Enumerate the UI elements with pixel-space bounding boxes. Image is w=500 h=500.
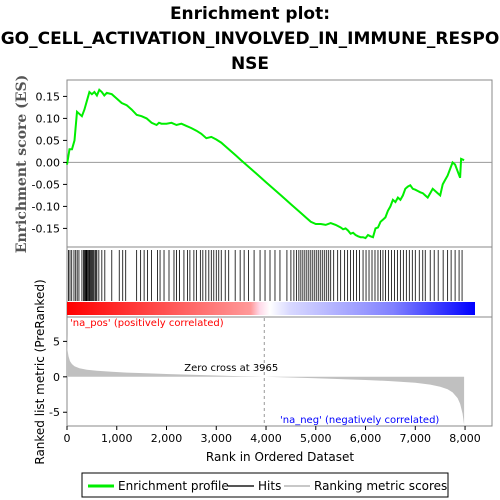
zero-cross-label: Zero cross at 3965 bbox=[184, 363, 278, 374]
legend-label-hits: Hits bbox=[258, 479, 281, 493]
x-tick-label: 4,000 bbox=[250, 432, 282, 445]
metric-y-tick-label: 5 bbox=[53, 335, 60, 348]
enrichment-profile-line bbox=[66, 88, 465, 240]
legend: Enrichment profile Hits Ranking metric s… bbox=[81, 472, 449, 498]
metric-y-ticks: -5 0 5 bbox=[49, 335, 67, 419]
legend-label-metric: Ranking metric scores bbox=[314, 479, 447, 493]
x-tick-label: 5,000 bbox=[300, 432, 332, 445]
es-y-ticks: -0.15 -0.10 -0.05 0.00 0.05 0.10 0.15 bbox=[32, 90, 67, 235]
es-y-tick-label: 0.05 bbox=[36, 134, 61, 147]
metric-y-axis-label: Ranked list metric (PreRanked) bbox=[33, 279, 47, 464]
chart-title-line-2: GO_CELL_ACTIVATION_INVOLVED_IN_IMMUNE_RE… bbox=[1, 29, 500, 49]
ranking-color-bar bbox=[67, 302, 475, 315]
es-plot-frame bbox=[66, 79, 493, 248]
x-axis-label: Rank in Ordered Dataset bbox=[206, 450, 354, 464]
es-y-axis-label: Enrichment score (ES) bbox=[14, 75, 30, 253]
legend-box bbox=[81, 472, 449, 498]
negative-correlation-label: 'na_neg' (negatively correlated) bbox=[280, 415, 439, 426]
es-y-tick-label: -0.15 bbox=[32, 222, 60, 235]
chart-title: Enrichment plot: GO_CELL_ACTIVATION_INVO… bbox=[1, 4, 500, 74]
x-axis-ticks: 0 1,000 2,000 3,000 4,000 5,000 6,000 7,000 8,00… bbox=[64, 426, 481, 445]
ranking-metric-area bbox=[67, 333, 465, 425]
metric-y-tick-label: 0 bbox=[53, 371, 60, 384]
hit-marks bbox=[68, 250, 463, 301]
x-tick-label: 1,000 bbox=[101, 432, 133, 445]
x-tick-label: 8,000 bbox=[449, 432, 481, 445]
es-y-tick-label: 0.10 bbox=[36, 112, 61, 125]
es-y-tick-label: -0.10 bbox=[32, 200, 60, 213]
x-tick-label: 6,000 bbox=[350, 432, 382, 445]
positive-correlation-label: 'na_pos' (positively correlated) bbox=[70, 318, 224, 329]
metric-plot-frame bbox=[66, 316, 493, 427]
x-tick-label: 3,000 bbox=[201, 432, 233, 445]
x-tick-label: 2,000 bbox=[151, 432, 183, 445]
es-y-tick-label: 0.15 bbox=[36, 90, 61, 103]
es-y-tick-label: 0.00 bbox=[36, 156, 61, 169]
x-tick-label: 0 bbox=[64, 432, 71, 445]
metric-y-tick-label: -5 bbox=[49, 406, 60, 419]
x-tick-label: 7,000 bbox=[400, 432, 432, 445]
es-y-tick-label: -0.05 bbox=[32, 178, 60, 191]
chart-title-line-3: NSE bbox=[231, 54, 269, 74]
legend-label-enrichment: Enrichment profile bbox=[118, 479, 229, 493]
chart-title-line-1: Enrichment plot: bbox=[170, 4, 330, 24]
